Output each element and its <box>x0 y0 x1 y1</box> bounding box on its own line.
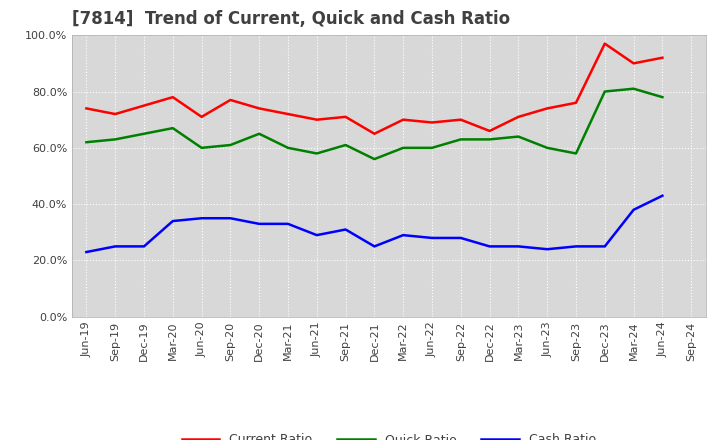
Quick Ratio <box>399 145 408 150</box>
Cash Ratio <box>197 216 206 221</box>
Current Ratio <box>600 41 609 46</box>
Quick Ratio <box>370 157 379 162</box>
Cash Ratio <box>111 244 120 249</box>
Current Ratio <box>370 131 379 136</box>
Cash Ratio <box>168 218 177 224</box>
Cash Ratio <box>658 193 667 198</box>
Line: Quick Ratio: Quick Ratio <box>86 89 662 159</box>
Current Ratio <box>197 114 206 120</box>
Current Ratio <box>226 97 235 103</box>
Current Ratio <box>140 103 148 108</box>
Line: Cash Ratio: Cash Ratio <box>86 196 662 252</box>
Cash Ratio <box>428 235 436 241</box>
Current Ratio <box>514 114 523 120</box>
Current Ratio <box>456 117 465 122</box>
Quick Ratio <box>82 139 91 145</box>
Legend: Current Ratio, Quick Ratio, Cash Ratio: Current Ratio, Quick Ratio, Cash Ratio <box>176 429 601 440</box>
Cash Ratio <box>341 227 350 232</box>
Quick Ratio <box>658 95 667 100</box>
Current Ratio <box>485 128 494 134</box>
Current Ratio <box>255 106 264 111</box>
Current Ratio <box>341 114 350 120</box>
Quick Ratio <box>543 145 552 150</box>
Cash Ratio <box>543 246 552 252</box>
Current Ratio <box>658 55 667 60</box>
Current Ratio <box>428 120 436 125</box>
Current Ratio <box>111 111 120 117</box>
Quick Ratio <box>572 151 580 156</box>
Quick Ratio <box>312 151 321 156</box>
Current Ratio <box>543 106 552 111</box>
Cash Ratio <box>456 235 465 241</box>
Cash Ratio <box>572 244 580 249</box>
Cash Ratio <box>312 232 321 238</box>
Quick Ratio <box>456 137 465 142</box>
Current Ratio <box>399 117 408 122</box>
Quick Ratio <box>341 143 350 148</box>
Quick Ratio <box>514 134 523 139</box>
Quick Ratio <box>629 86 638 92</box>
Quick Ratio <box>197 145 206 150</box>
Cash Ratio <box>82 249 91 255</box>
Current Ratio <box>82 106 91 111</box>
Line: Current Ratio: Current Ratio <box>86 44 662 134</box>
Cash Ratio <box>600 244 609 249</box>
Quick Ratio <box>428 145 436 150</box>
Cash Ratio <box>140 244 148 249</box>
Quick Ratio <box>111 137 120 142</box>
Cash Ratio <box>399 232 408 238</box>
Cash Ratio <box>226 216 235 221</box>
Quick Ratio <box>485 137 494 142</box>
Quick Ratio <box>600 89 609 94</box>
Cash Ratio <box>284 221 292 227</box>
Current Ratio <box>572 100 580 106</box>
Cash Ratio <box>255 221 264 227</box>
Current Ratio <box>284 111 292 117</box>
Current Ratio <box>168 95 177 100</box>
Text: [7814]  Trend of Current, Quick and Cash Ratio: [7814] Trend of Current, Quick and Cash … <box>72 10 510 28</box>
Current Ratio <box>312 117 321 122</box>
Quick Ratio <box>255 131 264 136</box>
Quick Ratio <box>140 131 148 136</box>
Cash Ratio <box>514 244 523 249</box>
Cash Ratio <box>485 244 494 249</box>
Quick Ratio <box>226 143 235 148</box>
Current Ratio <box>629 61 638 66</box>
Quick Ratio <box>168 125 177 131</box>
Cash Ratio <box>629 207 638 213</box>
Cash Ratio <box>370 244 379 249</box>
Quick Ratio <box>284 145 292 150</box>
